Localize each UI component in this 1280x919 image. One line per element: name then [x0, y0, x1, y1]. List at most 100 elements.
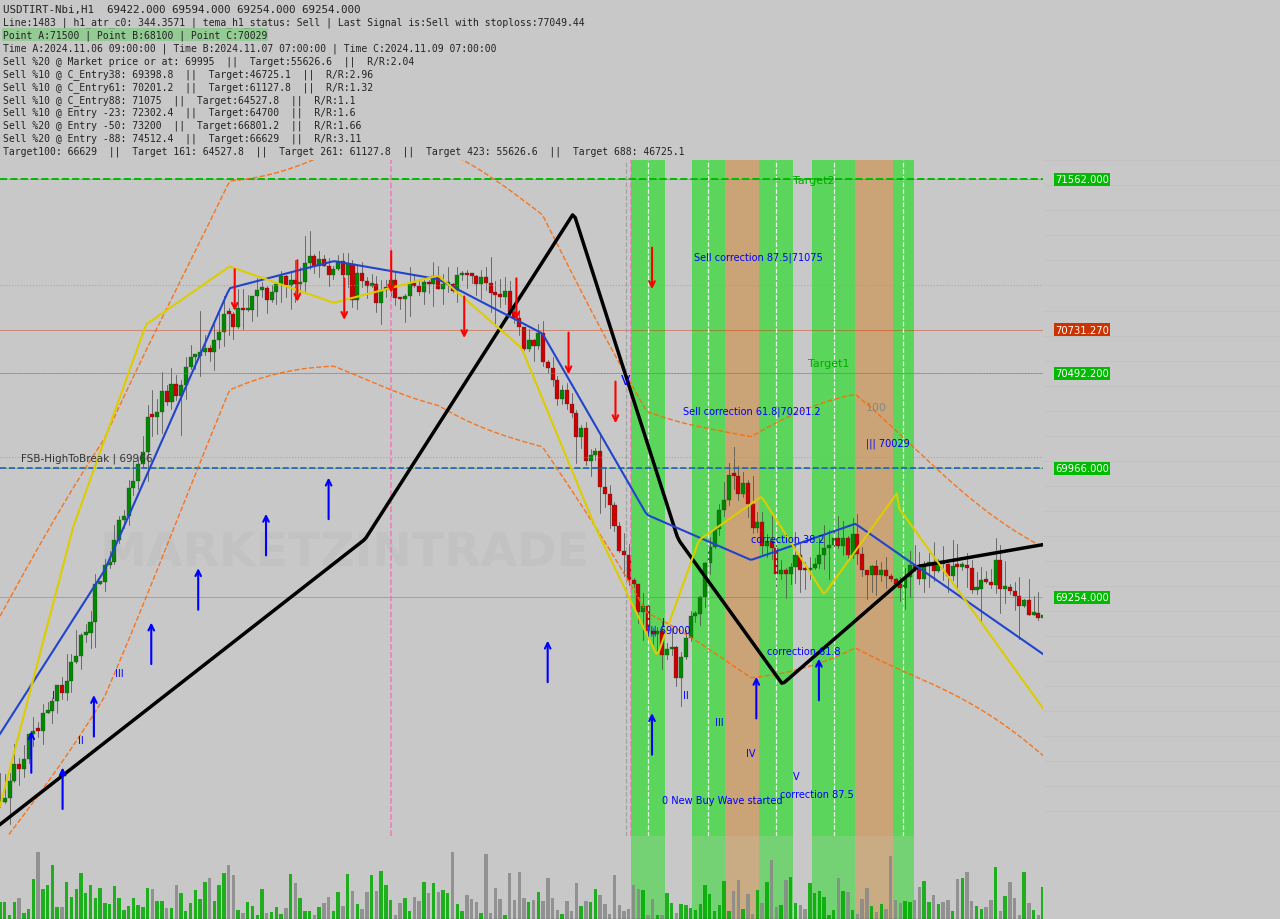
- Bar: [0, 800, 3, 802]
- Bar: [321, 259, 326, 267]
- Bar: [865, 571, 869, 575]
- Bar: [946, 901, 950, 919]
- Bar: [641, 606, 645, 613]
- Bar: [855, 161, 893, 836]
- Bar: [584, 901, 588, 919]
- Bar: [445, 282, 449, 285]
- Bar: [207, 878, 211, 919]
- Bar: [184, 911, 187, 919]
- Bar: [622, 911, 626, 919]
- Bar: [836, 538, 841, 547]
- Bar: [460, 274, 465, 276]
- Bar: [255, 291, 260, 297]
- Bar: [760, 523, 764, 546]
- Bar: [890, 857, 892, 919]
- Bar: [575, 414, 579, 437]
- Text: MARKETZINTRADE: MARKETZINTRADE: [100, 530, 589, 575]
- Bar: [570, 912, 573, 919]
- Bar: [212, 340, 216, 352]
- Bar: [398, 903, 402, 919]
- Bar: [193, 891, 197, 919]
- Bar: [494, 888, 497, 919]
- Bar: [351, 891, 355, 919]
- Bar: [198, 353, 202, 357]
- Bar: [498, 295, 502, 298]
- Bar: [993, 561, 997, 585]
- Bar: [846, 539, 850, 555]
- Bar: [274, 285, 278, 293]
- Bar: [522, 328, 526, 349]
- Bar: [484, 854, 488, 919]
- Bar: [480, 913, 483, 919]
- Bar: [84, 893, 87, 919]
- Bar: [265, 913, 269, 919]
- Bar: [1027, 903, 1030, 919]
- Bar: [251, 906, 255, 919]
- Bar: [951, 566, 955, 576]
- Bar: [332, 911, 335, 919]
- Bar: [608, 494, 612, 505]
- Bar: [669, 647, 673, 650]
- Bar: [3, 902, 6, 919]
- Bar: [442, 891, 444, 919]
- Bar: [855, 535, 859, 555]
- Bar: [122, 910, 125, 919]
- Bar: [260, 889, 264, 919]
- Bar: [736, 476, 740, 494]
- Text: II: II: [78, 735, 84, 745]
- Bar: [146, 888, 150, 919]
- Bar: [965, 872, 969, 919]
- Bar: [461, 911, 463, 919]
- Bar: [456, 276, 460, 291]
- Bar: [32, 879, 35, 919]
- Bar: [445, 892, 449, 919]
- Bar: [241, 308, 244, 311]
- Bar: [232, 314, 236, 328]
- Bar: [989, 900, 992, 919]
- Bar: [241, 913, 244, 919]
- Bar: [932, 562, 936, 572]
- Bar: [927, 902, 931, 919]
- Text: 69254.000: 69254.000: [1055, 593, 1108, 603]
- Bar: [298, 898, 302, 919]
- Bar: [755, 890, 759, 919]
- Bar: [0, 902, 1, 919]
- Bar: [893, 161, 914, 836]
- Bar: [893, 836, 914, 919]
- Bar: [1032, 613, 1036, 616]
- Text: ||| 70029: ||| 70029: [865, 438, 910, 448]
- Bar: [337, 262, 340, 269]
- Bar: [489, 913, 493, 919]
- Bar: [436, 892, 440, 919]
- Bar: [856, 914, 859, 919]
- Bar: [975, 906, 978, 919]
- Bar: [803, 568, 808, 571]
- Bar: [837, 879, 840, 919]
- Bar: [1012, 898, 1016, 919]
- Bar: [508, 292, 512, 312]
- Bar: [351, 265, 355, 301]
- Bar: [922, 566, 927, 579]
- Bar: [503, 292, 507, 298]
- Text: Sell %10 @ C_Entry61: 70201.2  ||  Target:61127.8  ||  R/R:1.32: Sell %10 @ C_Entry61: 70201.2 || Target:…: [3, 82, 374, 93]
- Bar: [974, 588, 978, 591]
- Bar: [760, 903, 764, 919]
- Bar: [812, 836, 855, 919]
- Bar: [759, 161, 792, 836]
- Text: Sell %10 @ C_Entry88: 71075  ||  Target:64527.8  ||  R/R:1.1: Sell %10 @ C_Entry88: 71075 || Target:64…: [3, 95, 356, 106]
- Bar: [498, 899, 502, 919]
- Bar: [813, 893, 817, 919]
- Bar: [951, 911, 955, 919]
- Bar: [545, 362, 550, 369]
- Bar: [646, 914, 649, 919]
- Bar: [660, 631, 664, 655]
- Bar: [631, 581, 636, 584]
- Bar: [188, 357, 192, 368]
- Bar: [22, 759, 26, 768]
- Bar: [561, 913, 563, 919]
- Bar: [522, 899, 526, 919]
- Bar: [36, 728, 40, 731]
- Bar: [536, 334, 540, 346]
- Bar: [860, 900, 864, 919]
- Bar: [812, 161, 855, 836]
